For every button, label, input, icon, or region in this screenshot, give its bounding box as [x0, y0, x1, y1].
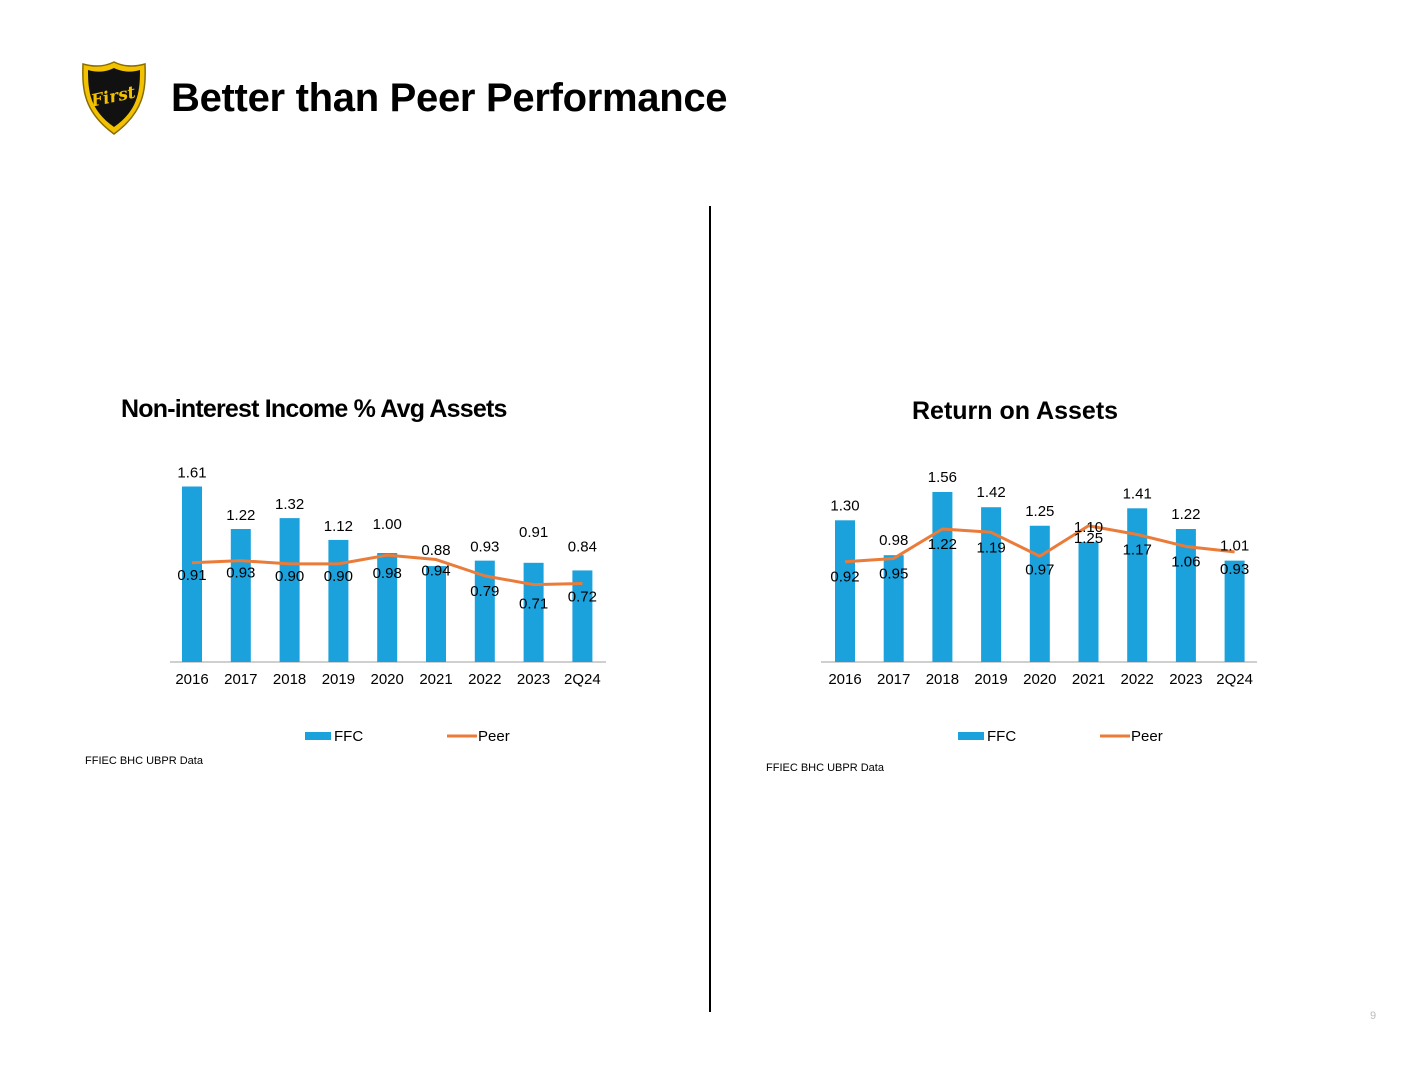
legend-label-peer: Peer	[478, 728, 510, 745]
x-tick-label: 2021	[1072, 671, 1105, 688]
peer-data-label: 0.91	[177, 567, 206, 584]
peer-data-label: 0.93	[1220, 561, 1249, 578]
source-note-right: FFIEC BHC UBPR Data	[766, 762, 884, 774]
page-number: 9	[1370, 1010, 1377, 1022]
ffc-bar	[230, 529, 251, 662]
legend-label-ffc: FFC	[334, 728, 363, 745]
ffc-data-label: 0.91	[519, 524, 548, 541]
source-note-left: FFIEC BHC UBPR Data	[85, 755, 203, 767]
x-tick-label: 2023	[517, 671, 550, 688]
ffc-data-label: 1.41	[1123, 485, 1152, 502]
x-tick-label: 2023	[1169, 671, 1202, 688]
peer-data-label: 1.22	[928, 536, 957, 553]
ffc-bar	[932, 491, 953, 662]
legend-label-peer: Peer	[1131, 728, 1163, 745]
ffc-data-label: 1.12	[324, 518, 353, 535]
logo-shield-inner	[88, 68, 140, 127]
peer-line	[191, 553, 583, 587]
peer-data-label: 0.95	[879, 565, 908, 582]
x-tick-label: 2019	[322, 671, 355, 688]
peer-data-label: 1.17	[1123, 541, 1152, 558]
x-tick-label: 2016	[175, 671, 208, 688]
x-tick-label: 2020	[371, 671, 404, 688]
ffc-bar	[572, 570, 593, 662]
legend-swatch-ffc	[958, 732, 984, 740]
legend-swatch-ffc	[305, 732, 331, 740]
peer-data-label: 0.72	[568, 589, 597, 606]
ffc-data-label: 1.32	[275, 496, 304, 513]
first-logo: First	[82, 61, 146, 135]
ffc-data-label: 1.42	[976, 484, 1005, 501]
x-tick-label: 2Q24	[1216, 671, 1253, 688]
x-tick-label: 2020	[1023, 671, 1056, 688]
ffc-data-label: 1.30	[830, 497, 859, 514]
x-tick-label: 2017	[224, 671, 257, 688]
peer-data-label: 0.90	[275, 568, 304, 585]
x-tick-label: 2022	[1121, 671, 1154, 688]
ffc-bar	[328, 539, 349, 662]
chart-title-return-on-assets: Return on Assets	[912, 397, 1119, 425]
ffc-bar	[279, 518, 300, 662]
peer-data-label: 0.93	[226, 565, 255, 582]
peer-data-label: 0.79	[470, 583, 499, 600]
peer-data-label: 0.98	[373, 565, 402, 582]
ffc-bar	[182, 486, 202, 662]
ffc-bar	[377, 553, 398, 662]
peer-data-label: 0.97	[1025, 561, 1054, 578]
ffc-bar	[835, 520, 855, 662]
ffc-data-label: 0.88	[421, 542, 450, 559]
x-tick-label: 2018	[926, 671, 959, 688]
ffc-data-label: 1.61	[177, 465, 206, 482]
ffc-bar	[883, 555, 904, 662]
ffc-bar	[523, 562, 544, 662]
ffc-data-label: 0.98	[879, 532, 908, 549]
ffc-data-label: 1.22	[226, 507, 255, 524]
peer-line	[844, 524, 1235, 564]
ffc-data-label: 0.84	[568, 538, 597, 555]
chart-title-noninterest-income: Non-interest Income % Avg Assets	[121, 395, 507, 423]
x-tick-label: 2018	[273, 671, 306, 688]
x-tick-label: 2021	[419, 671, 452, 688]
peer-data-label: 0.94	[421, 563, 450, 580]
peer-data-label: 1.19	[976, 539, 1005, 556]
ffc-bar	[474, 560, 495, 662]
ffc-bar	[1078, 542, 1099, 662]
page-title: Better than Peer Performance	[171, 76, 728, 120]
ffc-data-label: 1.22	[1171, 506, 1200, 523]
x-tick-label: 2019	[974, 671, 1007, 688]
vertical-divider	[709, 206, 711, 1012]
ffc-data-label: 1.10	[1074, 519, 1103, 536]
peer-data-label: 1.06	[1171, 553, 1200, 570]
ffc-data-label: 1.25	[1025, 503, 1054, 520]
x-tick-label: 2017	[877, 671, 910, 688]
ffc-bar	[981, 507, 1002, 662]
ffc-data-label: 1.00	[373, 516, 402, 533]
ffc-bar	[426, 566, 446, 662]
ffc-bar	[1224, 560, 1245, 662]
peer-data-label: 0.92	[830, 569, 859, 586]
x-tick-label: 2022	[468, 671, 501, 688]
ffc-data-label: 0.93	[470, 539, 499, 556]
x-tick-label: 2Q24	[564, 671, 601, 688]
peer-data-label: 0.90	[324, 568, 353, 585]
x-tick-label: 2016	[828, 671, 861, 688]
legend-label-ffc: FFC	[987, 728, 1016, 745]
peer-data-label: 0.71	[519, 596, 548, 613]
peer-data-label: 1.25	[1074, 530, 1103, 547]
ffc-bar	[1029, 525, 1050, 662]
ffc-data-label: 1.56	[928, 469, 957, 486]
ffc-bar	[1127, 508, 1148, 662]
ffc-data-label: 1.01	[1220, 538, 1249, 555]
ffc-bar	[1175, 529, 1196, 662]
